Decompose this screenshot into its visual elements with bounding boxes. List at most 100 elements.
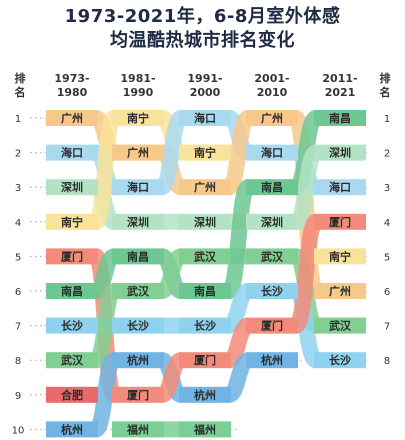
city-cell <box>314 283 366 299</box>
city-label: 长沙 <box>261 284 283 298</box>
city-label: 南宁 <box>61 215 83 229</box>
city-label: 广州 <box>261 111 283 125</box>
city-label: 厦门 <box>329 215 351 229</box>
city-cell <box>112 283 164 299</box>
city-cell <box>179 352 231 369</box>
city-label: 深圳 <box>261 215 283 229</box>
city-cell <box>179 317 231 334</box>
rank-number-right: 2 <box>384 149 390 160</box>
rank-number-right: 7 <box>384 322 390 333</box>
rank-number-right: 6 <box>384 287 390 298</box>
flow-band <box>158 248 185 299</box>
city-cell <box>179 110 231 126</box>
city-cell <box>179 283 231 299</box>
city-label: 合肥 <box>61 388 83 402</box>
rank-number-right: 1 <box>384 114 390 125</box>
city-cell <box>46 213 98 230</box>
flow-band <box>291 144 321 230</box>
period-header-start: 2011- <box>322 72 357 85</box>
flow-band <box>88 283 122 369</box>
flow-band <box>225 352 252 403</box>
period-header-end: 2010 <box>257 86 288 99</box>
rank-axis: 1 2 3 4 5 6 7 8 9 10 1 2 3 4 5 6 7 8 <box>12 114 391 436</box>
city-cell <box>314 144 366 161</box>
city-cell <box>46 110 98 126</box>
flow-band <box>221 179 256 299</box>
city-label: 南宁 <box>329 249 351 263</box>
period-header-end: 2000 <box>190 86 221 99</box>
city-cell <box>46 386 98 403</box>
city-cell <box>112 213 164 230</box>
city-cell <box>46 421 98 438</box>
city-cell <box>112 317 164 334</box>
period-header-start: 1973- <box>54 72 89 85</box>
city-label: 长沙 <box>61 319 83 333</box>
rank-number-left: 7 <box>15 322 21 333</box>
city-label: 杭州 <box>261 353 283 367</box>
period-header-end: 1980 <box>57 86 88 99</box>
city-label: 长沙 <box>329 353 351 367</box>
city-label: 厦门 <box>127 388 149 402</box>
city-cell <box>314 179 366 196</box>
rank-flow-bands <box>88 110 324 438</box>
flow-band <box>88 110 122 230</box>
city-label: 长沙 <box>127 319 149 333</box>
city-label: 武汉 <box>194 249 217 263</box>
city-label: 厦门 <box>194 353 216 367</box>
city-cell <box>314 352 366 369</box>
city-label: 深圳 <box>127 215 149 229</box>
city-cells: 广州海口深圳南宁厦门南昌长沙武汉合肥杭州南宁广州海口深圳南昌武汉长沙杭州厦门福州… <box>46 110 366 438</box>
city-cell <box>246 317 298 334</box>
rank-number-left: 2 <box>15 149 21 160</box>
city-cell <box>46 283 98 299</box>
city-cell <box>246 179 298 196</box>
city-label: 南昌 <box>127 249 149 263</box>
city-label: 南昌 <box>261 180 283 194</box>
city-cell <box>112 144 164 161</box>
city-label: 南昌 <box>194 284 216 298</box>
city-label: 武汉 <box>261 249 284 263</box>
flow-band <box>92 248 118 299</box>
city-label: 海口 <box>127 180 149 194</box>
city-label: 福州 <box>193 422 216 436</box>
city-cell <box>179 386 231 403</box>
city-cell <box>179 213 231 230</box>
city-label: 深圳 <box>329 146 351 160</box>
flow-band <box>88 352 122 438</box>
city-label: 南昌 <box>329 111 351 125</box>
city-cell <box>246 144 298 161</box>
city-cell <box>314 213 366 230</box>
rank-number-left: 6 <box>15 287 21 298</box>
rank-header-right: 名 <box>380 85 391 99</box>
city-cell <box>179 144 231 161</box>
rank-number-left: 1 <box>15 114 21 125</box>
city-label: 武汉 <box>127 284 150 298</box>
city-label: 南宁 <box>194 146 216 160</box>
city-cell <box>314 317 366 334</box>
city-cell <box>112 386 164 403</box>
rank-number-left: 10 <box>12 425 25 436</box>
city-label: 深圳 <box>194 215 216 229</box>
period-header-start: 2001- <box>254 72 289 85</box>
city-label: 杭州 <box>61 422 83 436</box>
city-cell <box>179 248 231 265</box>
city-cell <box>314 248 366 265</box>
city-cell <box>46 352 98 369</box>
city-cell <box>179 421 231 438</box>
city-cell <box>112 421 164 438</box>
city-label: 武汉 <box>61 353 84 367</box>
city-cell <box>246 213 298 230</box>
rank-number-left: 8 <box>15 356 21 367</box>
city-cell <box>112 248 164 265</box>
flow-band <box>288 213 324 334</box>
rank-number-right: 5 <box>384 252 390 263</box>
city-cell <box>46 144 98 161</box>
city-label: 武汉 <box>329 319 352 333</box>
city-label: 海口 <box>194 111 216 125</box>
rank-number-left: 3 <box>15 183 21 194</box>
period-headers: 1973-1980 1981-1990 1991-2000 2001-2010 2011… <box>15 71 391 99</box>
city-cell <box>179 179 231 196</box>
rank-header-left: 名 <box>15 85 26 99</box>
flow-band <box>158 352 185 403</box>
